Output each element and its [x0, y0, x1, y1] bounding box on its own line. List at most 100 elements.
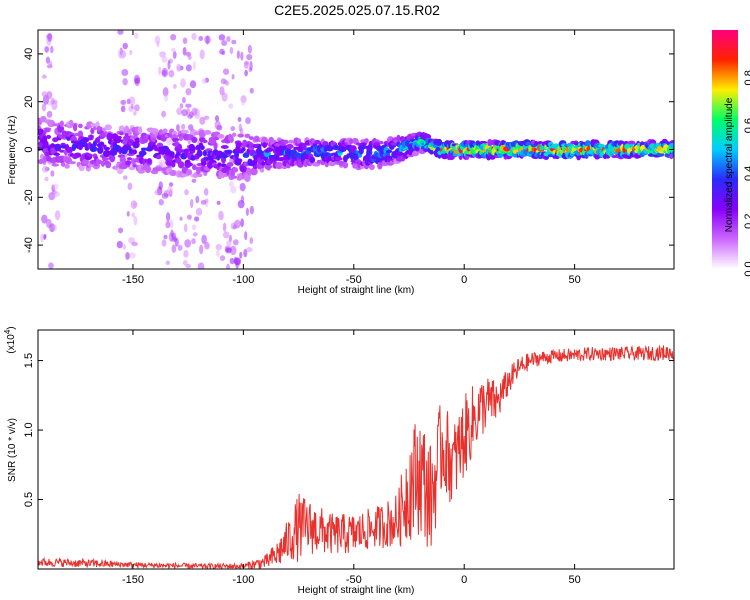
ridge-blob	[103, 146, 111, 151]
ridge-blob	[68, 119, 74, 127]
noise-blob	[176, 107, 183, 116]
snr-ytick-label: 0.5	[23, 492, 35, 507]
ridge-blob	[162, 128, 168, 134]
noise-blob	[189, 111, 194, 118]
ridge-blob	[349, 145, 357, 153]
noise-blob	[219, 48, 225, 55]
noise-blob	[239, 128, 244, 135]
noise-blob	[191, 178, 197, 183]
noise-blob	[158, 159, 166, 167]
noise-blob	[165, 212, 171, 222]
ridge-blob	[316, 159, 321, 164]
noise-blob	[161, 110, 166, 118]
ridge-blob	[74, 152, 82, 158]
noise-blob	[165, 221, 171, 229]
noise-blob	[232, 224, 238, 230]
spectrogram-frame	[37, 29, 675, 270]
ridge-blob	[181, 129, 189, 134]
colorbar-tick-label: 0.0	[743, 261, 750, 276]
noise-blob	[130, 104, 134, 110]
noise-blob	[41, 74, 47, 79]
noise-blob	[245, 207, 249, 217]
ridge-blob	[86, 121, 94, 129]
noise-blob	[182, 47, 187, 56]
ridge-blob	[185, 162, 194, 167]
noise-blob	[130, 200, 138, 209]
noise-blob	[158, 198, 164, 206]
colorbar-label: Normalized spectral amplitude	[724, 97, 735, 232]
ridge-blob	[147, 158, 152, 164]
ridge-blob	[52, 123, 59, 127]
noise-blob	[229, 245, 237, 256]
noise-blob	[41, 214, 48, 224]
ridge-blob	[134, 137, 141, 144]
snr-panel: -150 -100 -50 0 50 0.5 1.0 1.5 Height of straig…	[3, 326, 675, 596]
noise-blob	[245, 247, 253, 253]
noise-blob	[231, 39, 237, 45]
ridge-blob	[236, 158, 243, 163]
spectrogram-ytick-label: -20	[23, 189, 35, 205]
noise-blob	[245, 117, 251, 125]
noise-blob	[190, 198, 194, 209]
noise-blob	[46, 110, 53, 118]
ridge-blob	[43, 128, 51, 133]
colorbar-gradient	[712, 30, 738, 269]
ridge-blob	[285, 143, 294, 149]
noise-blob	[128, 96, 136, 106]
noise-blob	[246, 53, 253, 61]
noise-blob	[191, 224, 197, 231]
noise-blob	[203, 188, 209, 196]
noise-blob	[228, 103, 234, 109]
noise-blob	[226, 36, 231, 42]
noise-blob	[232, 239, 239, 246]
ridge-blob	[373, 142, 381, 146]
spectrogram-xtick-label: -50	[346, 274, 362, 286]
ridge-blob	[140, 147, 148, 151]
ridge-blob	[199, 145, 205, 151]
noise-blob	[50, 97, 55, 105]
snr-series-line	[38, 345, 674, 569]
snr-scale-exponent: 4	[3, 329, 12, 334]
noise-blob	[121, 68, 129, 77]
noise-blob	[122, 42, 128, 50]
ridge-blob	[43, 140, 49, 149]
snr-xtick-label: -100	[232, 574, 254, 586]
noise-blob	[187, 55, 192, 60]
noise-blob	[131, 212, 135, 218]
noise-blob	[225, 247, 232, 254]
ridge-blob	[60, 162, 66, 167]
colorbar-ticks: 0.0 0.2 0.4 0.6 0.8	[743, 70, 750, 276]
ridge-blob	[119, 156, 127, 164]
noise-blob	[226, 263, 230, 269]
ridge-blob	[314, 139, 321, 145]
noise-blob	[185, 263, 192, 269]
ridge-blob	[82, 137, 90, 143]
ridge-blob	[368, 143, 373, 151]
noise-blob	[52, 224, 57, 231]
noise-blob	[167, 60, 171, 70]
snr-ticks: -150 -100 -50 0 50 0.5 1.0 1.5	[23, 330, 674, 586]
noise-blob	[222, 222, 227, 232]
noise-blob	[159, 51, 166, 58]
noise-blob	[172, 50, 177, 59]
noise-blob	[163, 94, 169, 102]
ridge-blob	[59, 149, 65, 153]
noise-blob	[195, 207, 203, 216]
ridge-blob	[237, 133, 245, 138]
noise-blob	[133, 110, 137, 116]
noise-blob	[201, 234, 207, 245]
ridge-blob	[266, 147, 274, 153]
noise-blob	[127, 182, 133, 191]
noise-blob	[216, 200, 221, 206]
noise-blob	[192, 232, 198, 237]
ridge-blob	[97, 146, 104, 154]
spectrogram-ytick-label: 40	[23, 48, 35, 60]
ridge-blob	[59, 120, 64, 128]
ridge-blob	[132, 164, 137, 168]
ridge-blob	[144, 165, 152, 173]
ridge-blob	[248, 136, 254, 140]
noise-blob	[173, 84, 177, 89]
ridge-blob	[138, 150, 147, 156]
ridge-blob	[275, 162, 284, 170]
noise-blob	[133, 32, 139, 39]
